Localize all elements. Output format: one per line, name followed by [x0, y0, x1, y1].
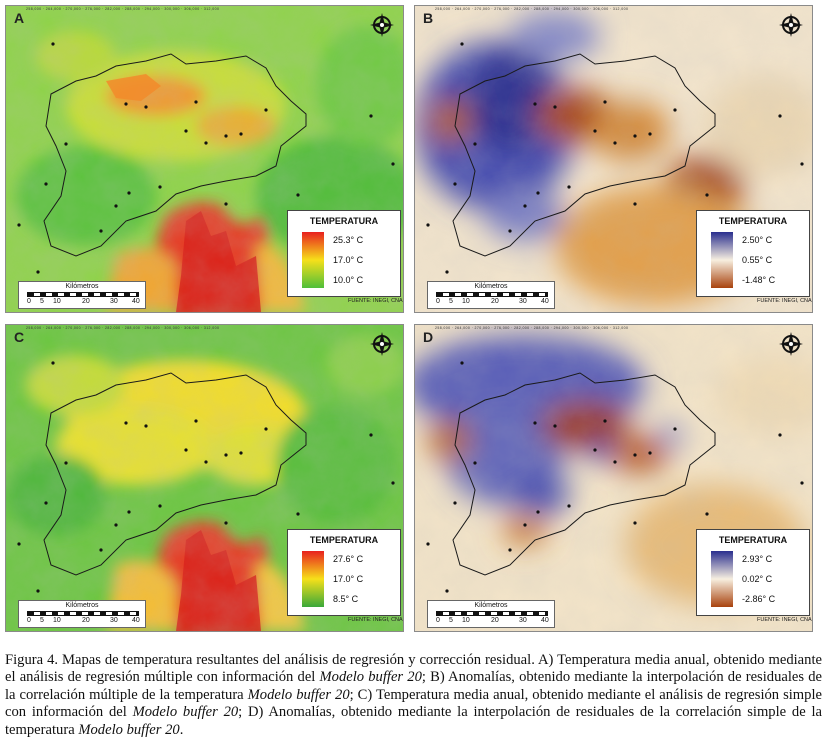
panel-letter: C: [14, 329, 25, 345]
legend-title: TEMPERATURA: [309, 216, 379, 226]
legend-title: TEMPERATURA: [309, 535, 379, 545]
scale-bar-graphic: [27, 292, 139, 297]
source-credit: FUENTE: INEGI, CNA: [348, 298, 403, 304]
scale-bar-title: Kilómetros: [65, 283, 99, 290]
legend-color-ramp: [302, 232, 324, 288]
scale-tick: 20: [82, 298, 90, 305]
legend-mid-value: 0.02° C: [742, 574, 773, 584]
legend-low-value: -2.86° C: [742, 594, 776, 604]
scale-tick: 20: [491, 617, 499, 624]
caption-text: ; C) Temperatura media anual, obtenido m…: [5, 686, 822, 721]
panel-letter: B: [423, 10, 434, 26]
scale-tick: 0: [436, 298, 440, 305]
scale-tick: 10: [462, 617, 470, 624]
legend-color-ramp: [302, 551, 324, 607]
north-arrow-icon: [779, 13, 803, 37]
scale-tick: 30: [110, 298, 118, 305]
scale-tick: 40: [541, 298, 549, 305]
legend-mid-value: 17.0° C: [333, 255, 364, 265]
scale-tick: 30: [110, 617, 118, 624]
scale-tick: 5: [449, 617, 453, 624]
legend: TEMPERATURA 25.3° C 17.0° C 10.0° C: [287, 210, 401, 297]
north-arrow-icon: [779, 332, 803, 356]
scale-tick: 10: [53, 298, 61, 305]
scale-bar-title: Kilómetros: [474, 602, 508, 609]
caption-text: ; B) Anomalías, obtenido mediante la int…: [5, 669, 822, 703]
panel-letter: D: [423, 329, 434, 345]
scale-bar-title: Kilómetros: [474, 283, 508, 290]
scale-tick: 20: [491, 298, 499, 305]
scale-tick: 40: [132, 298, 140, 305]
north-arrow-icon: [370, 332, 394, 356]
caption-text: ; D) Anomalías, obtenido mediante la int…: [5, 704, 822, 738]
scale-bar: Kilómetros 0 5 10 20 30 40: [427, 600, 555, 628]
caption-text: .: [179, 721, 184, 738]
scale-tick: 20: [82, 617, 90, 624]
source-credit: FUENTE: INEGI, CNA: [757, 298, 812, 304]
map-panel-d: 258,000 · 264,000 · 270,000 · 276,000 · …: [414, 324, 813, 632]
scale-tick: 30: [519, 617, 527, 624]
panel-letter: A: [14, 10, 25, 26]
scale-bar-graphic: [436, 292, 548, 297]
legend-high-value: 2.93° C: [742, 554, 773, 564]
legend: TEMPERATURA 2.50° C 0.55° C -1.48° C: [696, 210, 810, 297]
grid-coordinates-top: 258,000 · 264,000 · 270,000 · 276,000 · …: [435, 7, 629, 11]
north-arrow-icon: [370, 13, 394, 37]
grid-coordinates-top: 258,000 · 264,000 · 270,000 · 276,000 · …: [435, 326, 629, 330]
scale-tick: 10: [53, 617, 61, 624]
caption-model-name: Modelo buffer 20: [78, 721, 180, 738]
source-credit: FUENTE: INEGI, CNA: [348, 617, 403, 623]
legend-low-value: 8.5° C: [333, 594, 359, 604]
scale-tick: 40: [132, 617, 140, 624]
scale-tick: 0: [27, 298, 31, 305]
legend-mid-value: 17.0° C: [333, 574, 364, 584]
legend-high-value: 27.6° C: [333, 554, 364, 564]
legend-title: TEMPERATURA: [718, 535, 788, 545]
legend: TEMPERATURA 27.6° C 17.0° C 8.5° C: [287, 529, 401, 616]
caption-model-name: Modelo buffer 20: [319, 669, 422, 686]
legend-title: TEMPERATURA: [718, 216, 788, 226]
legend-low-value: -1.48° C: [742, 275, 776, 285]
legend: TEMPERATURA 2.93° C 0.02° C -2.86° C: [696, 529, 810, 616]
scale-tick: 40: [541, 617, 549, 624]
scale-bar-graphic: [436, 611, 548, 616]
map-panel-b: 258,000 · 264,000 · 270,000 · 276,000 · …: [414, 5, 813, 313]
temperature-map-a: [6, 6, 403, 312]
source-credit: FUENTE: INEGI, CNA: [757, 617, 812, 623]
scale-tick: 10: [462, 298, 470, 305]
scale-tick: 5: [449, 298, 453, 305]
scale-tick: 30: [519, 298, 527, 305]
caption-text: Figura 4. Mapas de temperatura resultant…: [5, 652, 822, 686]
scale-tick: 5: [40, 617, 44, 624]
scale-bar: Kilómetros 0 5 10 20 30 40: [18, 600, 146, 628]
grid-coordinates-top: 258,000 · 264,000 · 270,000 · 276,000 · …: [26, 326, 220, 330]
scale-tick: 5: [40, 298, 44, 305]
map-panel-a: 258,000 · 264,000 · 270,000 · 276,000 · …: [5, 5, 404, 313]
legend-low-value: 10.0° C: [333, 275, 364, 285]
legend-high-value: 25.3° C: [333, 235, 364, 245]
map-panel-c: 258,000 · 264,000 · 270,000 · 276,000 · …: [5, 324, 404, 632]
grid-coordinates-top: 258,000 · 264,000 · 270,000 · 276,000 · …: [26, 7, 220, 11]
legend-color-ramp: [711, 232, 733, 288]
legend-mid-value: 0.55° C: [742, 255, 773, 265]
scale-tick: 0: [27, 617, 31, 624]
caption-model-name: Modelo buffer 20: [247, 686, 350, 703]
legend-color-ramp: [711, 551, 733, 607]
scale-bar: Kilómetros 0 5 10 20 30 40: [427, 281, 555, 309]
scale-bar: Kilómetros 0 5 10 20 30 40: [18, 281, 146, 309]
scale-bar-title: Kilómetros: [65, 602, 99, 609]
legend-high-value: 2.50° C: [742, 235, 773, 245]
anomaly-map-b: [415, 6, 812, 312]
scale-bar-graphic: [27, 611, 139, 616]
caption-model-name: Modelo buffer 20: [132, 704, 239, 721]
scale-tick: 0: [436, 617, 440, 624]
figure-caption: Figura 4. Mapas de temperatura resultant…: [5, 652, 822, 739]
